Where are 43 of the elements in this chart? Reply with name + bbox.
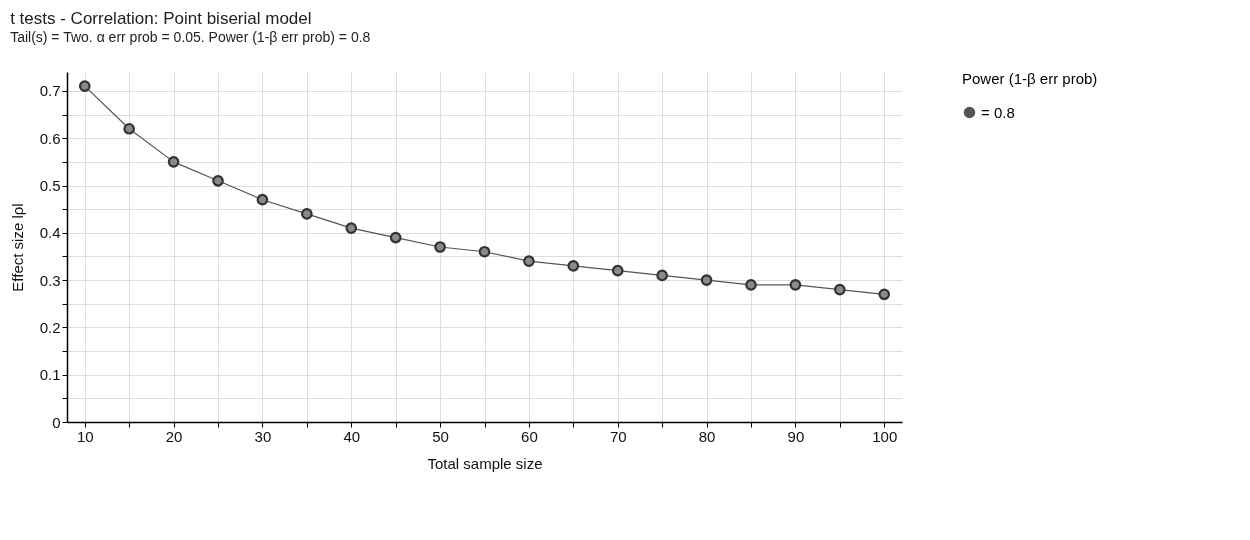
point [301,208,313,220]
legend-label: = 0.8 [981,103,1015,121]
point [745,279,757,291]
x-tick-label: 20 [165,427,183,445]
point [878,288,891,301]
point [345,222,358,234]
chart-title: t tests - Correlation: Point biserial model [10,9,312,28]
y-tick-label: 0.2 [39,318,61,336]
point [833,283,846,296]
y-tick-label: 0 [52,413,61,431]
x-tick-label: 70 [609,427,627,445]
y-axis-title: Effect size lρl [8,203,26,292]
chart-subtitle: Tail(s) = Two. α err prob = 0.05. Power (1-β err prob) = 0.8 [10,29,371,45]
x-axis-title: Total sample size [427,454,543,472]
point [700,274,713,286]
y-tick-label: 0.3 [39,271,61,289]
y-tick-label: 0.6 [39,129,61,147]
point [567,260,580,272]
point [123,122,136,135]
point [212,174,224,187]
x-tick-label: 30 [254,427,272,445]
y-tick-label: 0.4 [39,224,61,242]
x-tick-label: 10 [76,427,94,445]
point [78,80,91,93]
y-tick-label: 0.1 [39,366,61,384]
point [434,241,446,253]
legend-title: Power (1-β err prob) [962,70,1098,87]
x-tick-label: 40 [343,427,361,445]
x-tick-label: 80 [698,427,716,445]
x-tick-label: 90 [787,427,805,445]
x-tick-label: 100 [872,427,898,445]
point [611,264,624,277]
point [167,156,180,168]
point [478,245,491,258]
point [523,255,535,268]
point [256,193,269,206]
x-tick-label: 50 [432,427,449,445]
x-tick-label: 60 [521,427,538,445]
point [789,279,802,291]
point [389,231,402,244]
y-tick-label: 0.5 [39,177,61,195]
y-tick-label: 0.7 [39,82,61,100]
point [656,269,668,282]
